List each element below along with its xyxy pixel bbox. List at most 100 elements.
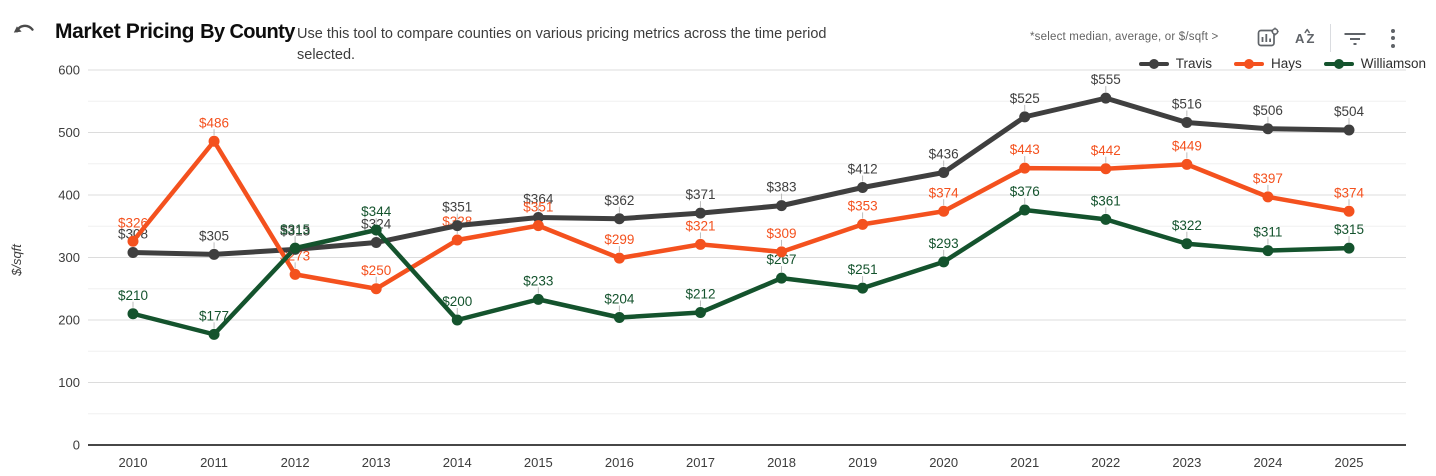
point-travis-2021[interactable] — [1019, 111, 1031, 123]
point-williamson-2014[interactable] — [451, 314, 463, 326]
x-tick-label: 2015 — [524, 455, 553, 470]
point-travis-2017[interactable] — [694, 207, 706, 219]
undo-button[interactable] — [10, 18, 40, 48]
point-williamson-2010[interactable] — [127, 308, 139, 320]
point-hays-2023[interactable] — [1181, 158, 1193, 170]
point-label-williamson-2015: $233 — [523, 273, 553, 288]
point-williamson-2011[interactable] — [208, 328, 220, 340]
point-hays-2011[interactable] — [208, 135, 220, 147]
x-tick-label: 2019 — [848, 455, 877, 470]
legend-item-travis[interactable]: Travis — [1138, 56, 1212, 71]
point-hays-2014[interactable] — [451, 234, 463, 246]
point-williamson-2023[interactable] — [1181, 238, 1193, 250]
point-williamson-2021[interactable] — [1019, 204, 1031, 216]
point-label-travis-2025: $504 — [1334, 104, 1365, 119]
point-travis-2010[interactable] — [127, 247, 139, 258]
point-travis-2018[interactable] — [776, 200, 788, 212]
point-travis-2022[interactable] — [1100, 92, 1112, 104]
point-hays-2021[interactable] — [1019, 162, 1031, 174]
point-hays-2015[interactable] — [532, 220, 544, 232]
point-hays-2024[interactable] — [1262, 191, 1274, 203]
x-tick-label: 2012 — [281, 455, 310, 470]
point-travis-2024[interactable] — [1262, 123, 1274, 135]
x-tick-label: 2025 — [1335, 455, 1364, 470]
point-williamson-2024[interactable] — [1262, 245, 1274, 257]
point-label-hays-2019: $353 — [848, 198, 878, 213]
point-travis-2016[interactable] — [613, 213, 625, 225]
y-tick-label: 500 — [58, 125, 80, 140]
point-williamson-2015[interactable] — [532, 293, 544, 305]
point-travis-2015[interactable] — [532, 212, 544, 223]
legend-label: Travis — [1175, 56, 1212, 71]
line-travis — [130, 95, 1352, 257]
gridlines — [88, 69, 1406, 415]
x-tick-label: 2023 — [1172, 455, 1201, 470]
metric-select-note[interactable]: *select median, average, or $/sqft > — [1030, 31, 1219, 43]
legend-item-hays[interactable]: Hays — [1233, 56, 1302, 71]
line-williamson — [130, 207, 1352, 337]
point-hays-2016[interactable] — [613, 252, 625, 264]
point-labels: $308 $305 $313 $324$351$364 $362 $371 $383$412… — [118, 72, 1365, 329]
point-label-hays-2025: $374 — [1334, 185, 1365, 200]
point-williamson-2013[interactable] — [370, 224, 382, 236]
filter-button[interactable] — [1341, 24, 1369, 52]
point-label-travis-2023: $516 — [1172, 97, 1202, 112]
point-travis-2011[interactable] — [208, 248, 220, 260]
point-williamson-2025[interactable] — [1343, 242, 1355, 254]
point-williamson-2016[interactable] — [613, 312, 625, 323]
point-williamson-2020[interactable] — [938, 256, 950, 268]
point-label-williamson-2024: $311 — [1253, 225, 1282, 240]
point-label-williamson-2017: $212 — [685, 287, 715, 302]
y-tick-label: 200 — [58, 313, 80, 328]
point-label-williamson-2019: $251 — [848, 262, 878, 277]
point-travis-2014[interactable] — [451, 220, 463, 232]
point-hays-2020[interactable] — [938, 205, 950, 217]
point-hays-2013[interactable] — [370, 283, 382, 295]
more-menu-button[interactable] — [1379, 24, 1407, 52]
legend-marker-icon — [1323, 58, 1354, 69]
svg-text:A: A — [1295, 31, 1305, 46]
y-tick-label: 100 — [58, 375, 80, 390]
sort-az-button[interactable]: A Z — [1292, 24, 1320, 52]
point-williamson-2012[interactable] — [289, 242, 301, 254]
svg-text:Z: Z — [1307, 31, 1315, 46]
point-williamson-2019[interactable] — [857, 282, 869, 294]
x-tick-label: 2017 — [686, 455, 715, 470]
legend-item-williamson[interactable]: Williamson — [1323, 56, 1426, 71]
point-label-williamson-2020: $293 — [929, 236, 959, 251]
undo-icon — [13, 24, 34, 33]
point-williamson-2018[interactable] — [776, 272, 788, 284]
point-label-travis-2021: $525 — [1010, 91, 1040, 106]
point-travis-2019[interactable] — [857, 182, 869, 193]
x-tick-label: 2014 — [443, 455, 472, 470]
point-label-williamson-2012: $315 — [280, 222, 310, 237]
point-travis-2020[interactable] — [938, 167, 950, 178]
point-label-hays-2018: $309 — [767, 226, 797, 241]
point-label-travis-2019: $412 — [848, 162, 878, 177]
point-hays-2022[interactable] — [1100, 163, 1112, 175]
point-hays-2025[interactable] — [1343, 205, 1355, 217]
point-hays-2012[interactable] — [289, 268, 301, 280]
point-label-travis-2024: $506 — [1253, 103, 1283, 118]
point-hays-2019[interactable] — [857, 218, 869, 230]
point-williamson-2017[interactable] — [694, 307, 706, 318]
point-label-travis-2017: $371 — [685, 187, 715, 202]
point-label-williamson-2022: $361 — [1091, 193, 1121, 208]
point-hays-2018[interactable] — [776, 246, 788, 258]
line-chart: 0 100 200 300 400 500 600 2010 2011 2012 2013 2014 2… — [0, 50, 1436, 476]
point-hays-2017[interactable] — [694, 238, 706, 250]
point-travis-2025[interactable] — [1343, 124, 1355, 136]
point-hays-2010[interactable] — [127, 235, 139, 247]
point-label-travis-2014: $351 — [442, 200, 472, 215]
point-williamson-2022[interactable] — [1100, 213, 1112, 225]
y-axis-title: $/sqft — [9, 243, 24, 277]
point-label-hays-2017: $321 — [685, 218, 715, 233]
point-label-hays-2022: $442 — [1091, 143, 1121, 158]
y-tick-label: 0 — [73, 438, 80, 453]
point-travis-2023[interactable] — [1181, 117, 1193, 128]
chart-toolbar: A Z — [1254, 22, 1407, 54]
x-tick-label: 2016 — [605, 455, 634, 470]
point-travis-2013[interactable] — [370, 237, 382, 248]
x-tick-label: 2018 — [767, 455, 796, 470]
chart-settings-button[interactable] — [1254, 24, 1282, 52]
